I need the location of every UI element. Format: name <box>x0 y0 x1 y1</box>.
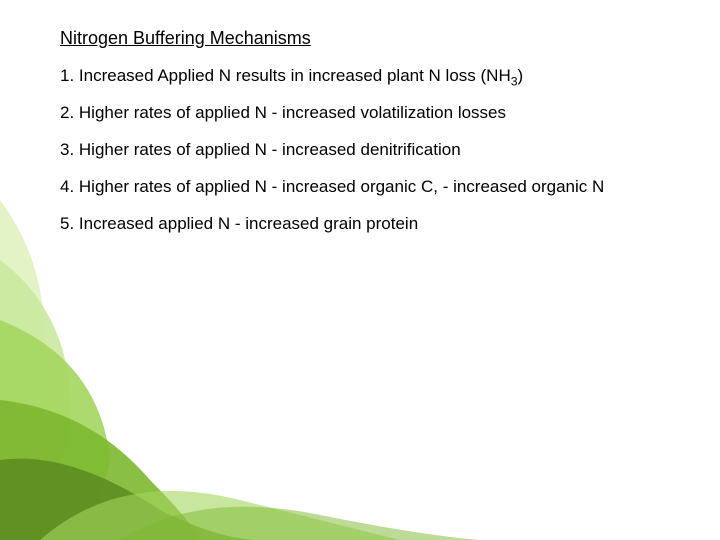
list-item: 1. Increased Applied N results in increa… <box>60 65 660 88</box>
item-list: 1. Increased Applied N results in increa… <box>60 65 660 236</box>
slide-heading: Nitrogen Buffering Mechanisms <box>60 28 660 49</box>
list-item: 5. Increased applied N - increased grain… <box>60 213 660 236</box>
item-text: 5. Increased applied N - increased grain… <box>60 214 418 233</box>
item-text: 1. Increased Applied N results in increa… <box>60 66 511 85</box>
leaf-shape-6 <box>40 491 400 540</box>
list-item: 4. Higher rates of applied N - increased… <box>60 176 660 199</box>
slide-content: Nitrogen Buffering Mechanisms 1. Increas… <box>0 0 720 236</box>
leaf-shape-3 <box>0 320 110 540</box>
leaf-shape-2 <box>0 260 71 540</box>
list-item: 2. Higher rates of applied N - increased… <box>60 102 660 125</box>
leaf-shape-5 <box>0 459 260 540</box>
leaf-shape-1 <box>0 200 45 540</box>
item-suffix: ) <box>518 66 524 85</box>
item-text: 2. Higher rates of applied N - increased… <box>60 103 506 122</box>
list-item: 3. Higher rates of applied N - increased… <box>60 139 660 162</box>
leaf-shape-7 <box>120 507 480 540</box>
subscript: 3 <box>511 74 518 88</box>
leaf-shape-4 <box>0 400 200 540</box>
item-text: 4. Higher rates of applied N - increased… <box>60 177 604 196</box>
item-text: 3. Higher rates of applied N - increased… <box>60 140 461 159</box>
